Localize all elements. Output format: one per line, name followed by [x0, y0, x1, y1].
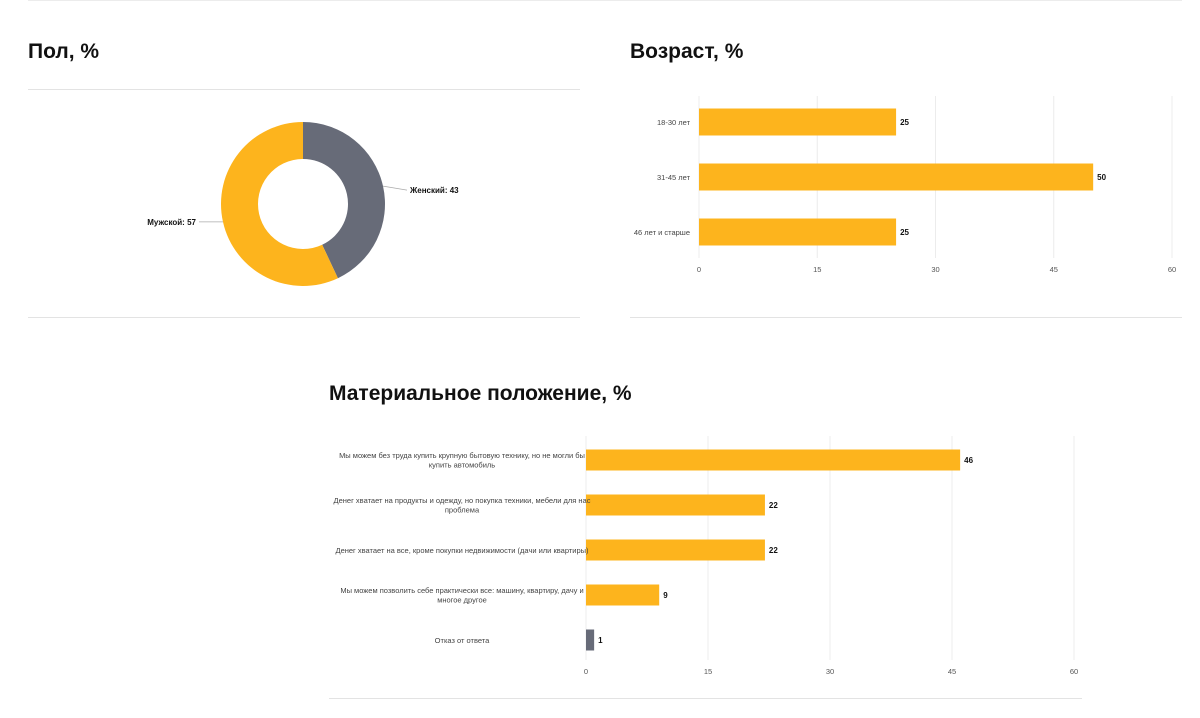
age-category-label: 31-45 лет — [657, 173, 691, 182]
wealth-x-tick-label: 45 — [948, 667, 956, 676]
age-value-label: 25 — [900, 228, 909, 237]
donut-slice-label-1: Мужской: 57 — [147, 218, 196, 227]
wealth-x-tick-label: 15 — [704, 667, 712, 676]
wealth-value-label: 1 — [598, 636, 603, 645]
donut-slice-1 — [221, 122, 338, 286]
wealth-bar-4 — [586, 629, 595, 651]
age-x-tick-label: 45 — [1050, 265, 1058, 274]
wealth-value-label: 22 — [769, 501, 778, 510]
wealth-bar-3 — [586, 584, 660, 606]
age-value-label: 25 — [900, 118, 909, 127]
age-value-label: 50 — [1097, 173, 1106, 182]
age-bottom-divider — [630, 317, 1182, 318]
donut-slice-0 — [303, 122, 385, 279]
wealth-category-label: Денег хватает на продукты и одежду, но п… — [334, 496, 591, 515]
gender-title-divider — [28, 89, 580, 90]
age-chart-title: Возраст, % — [630, 40, 744, 63]
wealth-category-label: Денег хватает на все, кроме покупки недв… — [335, 546, 589, 555]
age-x-tick-label: 60 — [1168, 265, 1176, 274]
wealth-bar-0 — [586, 449, 961, 471]
wealth-category-label: Мы можем без труда купить крупную бытову… — [339, 451, 585, 470]
wealth-bar-1 — [586, 494, 765, 516]
gender-chart-title: Пол, % — [28, 40, 100, 63]
donut-leader-0 — [382, 185, 408, 191]
wealth-x-tick-label: 30 — [826, 667, 834, 676]
wealth-chart-title: Материальное положение, % — [329, 382, 632, 405]
age-x-tick-label: 0 — [697, 265, 701, 274]
age-bar-0 — [699, 108, 897, 136]
wealth-bottom-divider — [329, 698, 1082, 699]
age-bar-2 — [699, 218, 897, 246]
donut-slice-label-0: Женский: 43 — [409, 186, 459, 195]
wealth-x-tick-label: 60 — [1070, 667, 1078, 676]
age-bar-1 — [699, 163, 1094, 191]
age-category-label: 18-30 лет — [657, 118, 691, 127]
wealth-bar-2 — [586, 539, 765, 561]
wealth-value-label: 22 — [769, 546, 778, 555]
top-divider — [28, 0, 1182, 1]
age-x-tick-label: 30 — [931, 265, 939, 274]
gender-bottom-divider — [28, 317, 580, 318]
wealth-value-label: 9 — [663, 591, 668, 600]
wealth-category-label: Отказ от ответа — [435, 636, 490, 645]
wealth-x-tick-label: 0 — [584, 667, 588, 676]
age-x-tick-label: 15 — [813, 265, 821, 274]
wealth-category-label: Мы можем позволить себе практически все:… — [340, 586, 583, 605]
wealth-value-label: 46 — [964, 456, 973, 465]
age-category-label: 46 лет и старше — [634, 228, 690, 237]
